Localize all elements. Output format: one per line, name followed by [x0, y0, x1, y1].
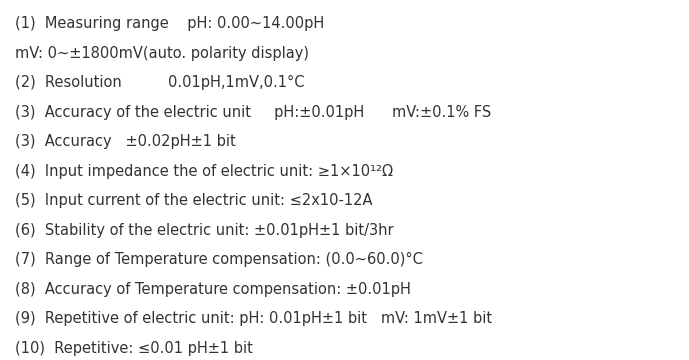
Text: (3)  Accuracy of the electric unit     pH:±0.01pH      mV:±0.1% FS: (3) Accuracy of the electric unit pH:±0.… — [15, 105, 491, 120]
Text: (1)  Measuring range    pH: 0.00~14.00pH: (1) Measuring range pH: 0.00~14.00pH — [15, 16, 325, 31]
Text: (9)  Repetitive of electric unit: pH: 0.01pH±1 bit   mV: 1mV±1 bit: (9) Repetitive of electric unit: pH: 0.0… — [15, 311, 492, 327]
Text: (5)  Input current of the electric unit: ≤2x10-12A: (5) Input current of the electric unit: … — [15, 193, 373, 208]
Text: (4)  Input impedance the of electric unit: ≥1×10¹²Ω: (4) Input impedance the of electric unit… — [15, 164, 393, 179]
Text: (6)  Stability of the electric unit: ±0.01pH±1 bit/3hr: (6) Stability of the electric unit: ±0.0… — [15, 223, 394, 238]
Text: (2)  Resolution          0.01pH,1mV,0.1°C: (2) Resolution 0.01pH,1mV,0.1°C — [15, 75, 305, 90]
Text: (7)  Range of Temperature compensation: (0.0~60.0)°C: (7) Range of Temperature compensation: (… — [15, 252, 423, 267]
Text: (3)  Accuracy   ±0.02pH±1 bit: (3) Accuracy ±0.02pH±1 bit — [15, 134, 236, 149]
Text: mV: 0~±1800mV(auto. polarity display): mV: 0~±1800mV(auto. polarity display) — [15, 46, 309, 61]
Text: (8)  Accuracy of Temperature compensation: ±0.01pH: (8) Accuracy of Temperature compensation… — [15, 282, 411, 297]
Text: (10)  Repetitive: ≤0.01 pH±1 bit: (10) Repetitive: ≤0.01 pH±1 bit — [15, 341, 253, 356]
